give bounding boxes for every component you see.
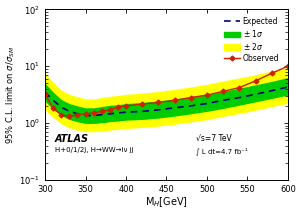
Text: H+0/1/2j, H→WW→lν jj: H+0/1/2j, H→WW→lν jj <box>55 147 134 153</box>
Y-axis label: 95% C.L. limit on $\sigma$/$\sigma_{SM}$: 95% C.L. limit on $\sigma$/$\sigma_{SM}$ <box>4 46 17 144</box>
Text: ∫ L dt=4.7 fb⁻¹: ∫ L dt=4.7 fb⁻¹ <box>196 147 247 155</box>
Legend: Expected, $\pm$ 1$\sigma$, $\pm$ 2$\sigma$, Observed: Expected, $\pm$ 1$\sigma$, $\pm$ 2$\sigm… <box>222 15 282 65</box>
Text: ATLAS: ATLAS <box>55 134 89 144</box>
Text: √s=7 TeV: √s=7 TeV <box>196 134 231 143</box>
X-axis label: M$_{H}$[GeV]: M$_{H}$[GeV] <box>145 195 188 209</box>
